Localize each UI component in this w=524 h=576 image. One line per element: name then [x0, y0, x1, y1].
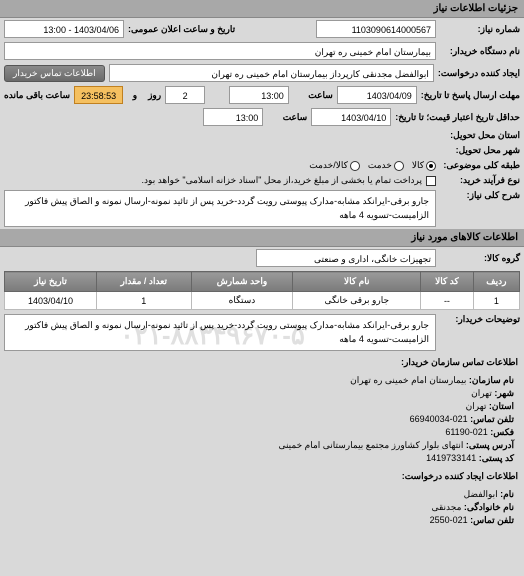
org-fax-label: فکس:: [490, 427, 514, 437]
cell-code: --: [421, 292, 474, 310]
announce-field: 1403/04/06 - 13:00: [4, 20, 124, 38]
need-no-field: 1103090614000567: [316, 20, 436, 38]
cell-row: 1: [473, 292, 519, 310]
minprice-label: حداقل تاریخ اعتبار قیمت؛ تا تاریخ:: [395, 112, 520, 123]
general-desc-label: شرح کلی نیاز:: [440, 190, 520, 201]
hour-label-2: ساعت: [267, 112, 307, 123]
commodity-type-label: طبقه کلی موضوعی:: [440, 160, 520, 171]
cell-qty: 1: [96, 292, 191, 310]
city-label: شهر محل تحویل:: [440, 145, 520, 156]
need-no-label: شماره نیاز:: [440, 24, 520, 35]
deadline-date-field: 1403/04/09: [337, 86, 417, 104]
col-unit: واحد شمارش: [191, 272, 293, 292]
creator-fn-label: نام:: [500, 489, 514, 499]
radio-dot-goods: [426, 161, 436, 171]
minprice-date-field: 1403/04/10: [311, 108, 391, 126]
org-name-value: بیمارستان امام خمینی ره تهران: [350, 375, 466, 385]
radio-goods-service-label: کالا/خدمت: [309, 160, 348, 171]
org-phone-label: تلفن تماس:: [470, 414, 514, 424]
remaining-label: ساعت باقی مانده: [4, 90, 70, 101]
org-contact-list: نام سازمان: بیمارستان امام خمینی ره تهرا…: [0, 372, 524, 467]
table-header-row: ردیف کد کالا نام کالا واحد شمارش تعداد /…: [5, 272, 520, 292]
radio-goods[interactable]: کالا: [412, 160, 436, 171]
general-desc-box: جارو برقی-ایرانکد مشابه-مدارک پیوستی روی…: [4, 190, 436, 227]
buyer-device-label: نام دستگاه خریدار:: [440, 46, 520, 57]
goods-group-label: گروه کالا:: [440, 253, 520, 264]
goods-table: ردیف کد کالا نام کالا واحد شمارش تعداد /…: [4, 271, 520, 310]
buytype-label: نوع فرآیند خرید:: [440, 175, 520, 186]
org-contact-header: اطلاعات تماس سازمان خریدار:: [0, 353, 524, 372]
org-phone-value: 021-66940034: [410, 414, 468, 424]
deadline-hour-field: 13:00: [229, 86, 289, 104]
org-postal-value: 1419733141: [426, 453, 476, 463]
creator-field: ابوالفضل مجدنقی کارپرداز بیمارستان امام …: [109, 64, 434, 82]
radio-service-label: خدمت: [368, 160, 392, 171]
goods-header: اطلاعات کالاهای مورد نیاز: [0, 229, 524, 247]
radio-service[interactable]: خدمت: [368, 160, 404, 171]
creator-phone-value: 021-2550: [430, 515, 468, 525]
creator-ln-value: مجدنقی: [431, 502, 461, 512]
org-city-value: تهران: [471, 388, 492, 398]
org-fax-value: 021-61190: [445, 427, 487, 437]
creator-fn-value: ابوالفضل: [464, 489, 498, 499]
org-postal-label: کد پستی:: [479, 453, 514, 463]
contact-info-button[interactable]: اطلاعات تماس خریدار: [4, 65, 105, 82]
radio-goods-service[interactable]: کالا/خدمت: [309, 160, 360, 171]
goods-group-field: تجهیزات خانگی، اداری و صنعتی: [256, 249, 436, 267]
creator-ln-label: نام خانوادگی:: [464, 502, 514, 512]
creator-label: ایجاد کننده درخواست:: [438, 68, 520, 79]
remaining-time-box: 23:58:53: [74, 86, 123, 104]
creator-contact-header: اطلاعات ایجاد کننده درخواست:: [0, 467, 524, 486]
org-city-label: شهر:: [494, 388, 514, 398]
deadline-label: مهلت ارسال پاسخ تا تاریخ:: [421, 90, 520, 101]
org-addr-value: انتهای بلوار کشاورز مجتمع بیمارستانی اما…: [278, 440, 463, 450]
org-addr-label: آدرس پستی:: [466, 440, 514, 450]
main-header: جزئیات اطلاعات نیاز: [0, 0, 524, 18]
creator-phone-label: تلفن تماس:: [470, 515, 514, 525]
table-row[interactable]: 1 -- جارو برقی خانگی دستگاه 1 1403/04/10: [5, 292, 520, 310]
province-label: استان محل تحویل:: [440, 130, 520, 141]
payment-checkbox[interactable]: [426, 176, 436, 186]
radio-dot-goods-service: [350, 161, 360, 171]
col-qty: تعداد / مقدار: [96, 272, 191, 292]
col-date: تاریخ نیاز: [5, 272, 97, 292]
and-label: و: [127, 90, 137, 101]
cell-date: 1403/04/10: [5, 292, 97, 310]
buyer-notes-label: توضیحات خریدار:: [440, 314, 520, 325]
col-code: کد کالا: [421, 272, 474, 292]
cell-unit: دستگاه: [191, 292, 293, 310]
col-row: ردیف: [473, 272, 519, 292]
buyer-device-field: بیمارستان امام خمینی ره تهران: [4, 42, 436, 60]
col-name: نام کالا: [293, 272, 421, 292]
radio-dot-service: [394, 161, 404, 171]
radio-goods-label: کالا: [412, 160, 424, 171]
buyer-notes-box: جارو برقی-ایرانکد مشابه-مدارک پیوستی روی…: [4, 314, 436, 351]
remaining-days-field: 2: [165, 86, 205, 104]
creator-contact-list: نام: ابوالفضل نام خانوادگی: مجدنقی تلفن …: [0, 486, 524, 529]
org-province-value: تهران: [466, 401, 487, 411]
org-province-label: استان:: [489, 401, 514, 411]
cell-name: جارو برقی خانگی: [293, 292, 421, 310]
day-label: روز: [141, 90, 161, 101]
payment-checkbox-label: پرداخت تمام یا بخشی از مبلغ خرید،از محل …: [142, 175, 422, 186]
minprice-hour-field: 13:00: [203, 108, 263, 126]
announce-label: تاریخ و ساعت اعلان عمومی:: [128, 24, 235, 35]
commodity-radio-group: کالا خدمت کالا/خدمت: [309, 160, 436, 171]
org-name-label: نام سازمان:: [469, 375, 514, 385]
hour-label-1: ساعت: [293, 90, 333, 101]
